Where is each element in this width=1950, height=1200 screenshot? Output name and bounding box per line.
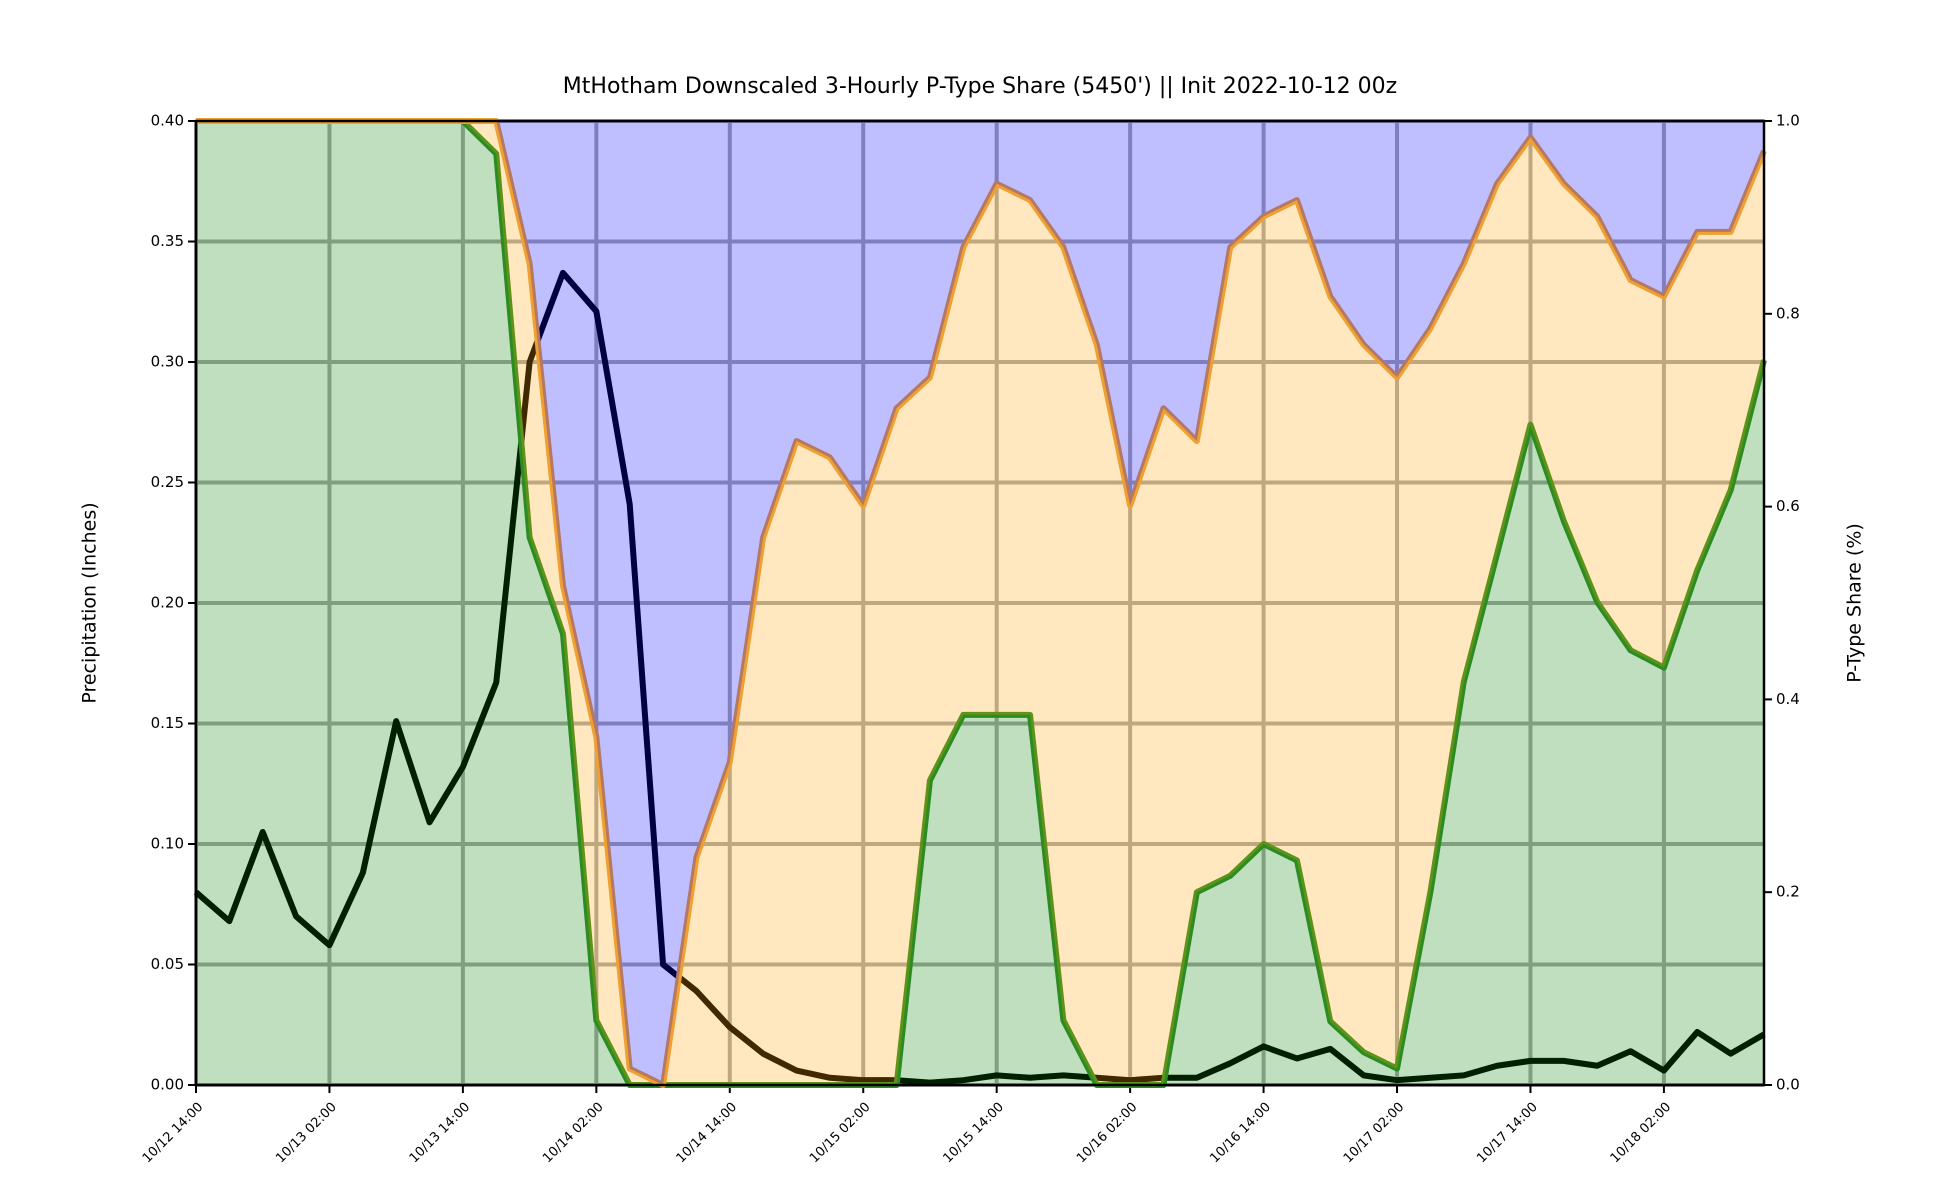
- y2-tick-label: 0.6: [1776, 497, 1800, 515]
- share-area: [196, 121, 1764, 1085]
- y-tick-label: 0.05: [151, 955, 184, 973]
- y2-tick-label: 0.4: [1776, 690, 1800, 708]
- x-tick-label: 10/14 14:00: [674, 1100, 741, 1167]
- y-tick-label: 0.40: [151, 112, 184, 130]
- x-tick-label: 10/18 02:00: [1608, 1100, 1675, 1167]
- y-tick-label: 0.30: [151, 353, 184, 371]
- x-tick-label: 10/12 14:00: [140, 1100, 207, 1167]
- y-tick-label: 0.15: [151, 714, 184, 732]
- share-area: [196, 121, 1764, 1085]
- y2-tick-label: 0.0: [1776, 1076, 1800, 1094]
- y-tick-label: 0.00: [151, 1076, 184, 1094]
- grid: [194, 119, 1764, 1087]
- y-tick-label: 0.10: [151, 835, 184, 853]
- y-axis-label: Precipitation (Inches): [79, 502, 101, 703]
- y2-tick-label: 0.2: [1776, 883, 1800, 901]
- chart-title: MtHotham Downscaled 3-Hourly P-Type Shar…: [563, 74, 1397, 99]
- plot-frame: [194, 119, 1766, 1087]
- share-area: [196, 121, 1764, 1085]
- x-tick-label: 10/17 02:00: [1341, 1100, 1408, 1167]
- y2-tick-label: 0.8: [1776, 304, 1800, 322]
- x-tick-label: 10/13 02:00: [273, 1100, 340, 1167]
- x-tick-label: 10/16 14:00: [1207, 1100, 1274, 1167]
- x-tick-label: 10/13 14:00: [407, 1100, 474, 1167]
- y-tick-label: 0.25: [151, 473, 184, 491]
- x-tick-label: 10/14 02:00: [540, 1100, 607, 1167]
- y2-tick-label: 1.0: [1776, 112, 1800, 130]
- x-tick-label: 10/16 02:00: [1074, 1100, 1141, 1167]
- y2-axis-label: P-Type Share (%): [1844, 523, 1866, 683]
- precip-line: [194, 269, 1766, 1086]
- x-tick-label: 10/15 02:00: [807, 1100, 874, 1167]
- y-tick-label: 0.20: [151, 594, 184, 612]
- x-tick-label: 10/15 14:00: [940, 1100, 1007, 1167]
- y-tick-label: 0.35: [151, 232, 184, 250]
- x-tick-label: 10/17 14:00: [1474, 1100, 1541, 1167]
